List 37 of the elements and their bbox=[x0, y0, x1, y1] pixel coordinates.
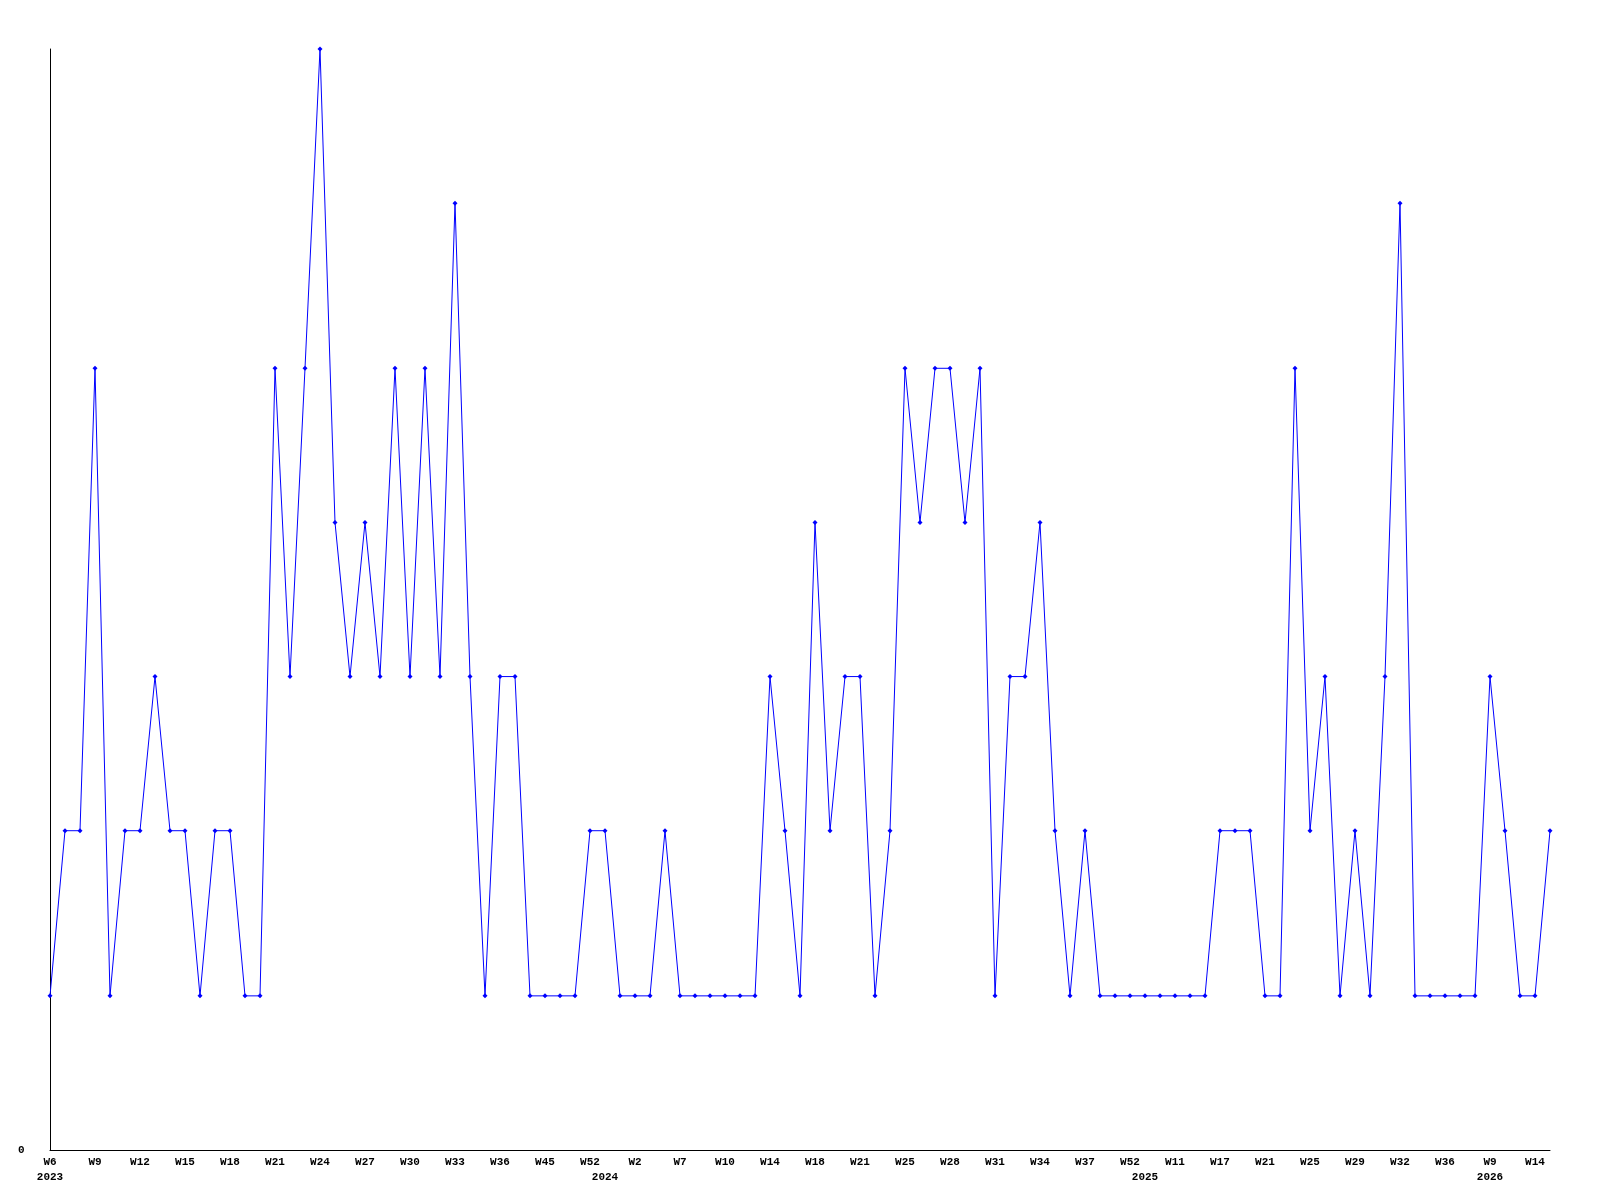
x-tick-label: W33 bbox=[445, 1155, 466, 1168]
text: 0 bbox=[18, 1143, 25, 1156]
x-tick-label: W10 bbox=[715, 1155, 735, 1168]
x-tick-label: W2 bbox=[628, 1155, 642, 1168]
x-tick-label: W25 bbox=[895, 1155, 916, 1168]
x-tick-label: W30 bbox=[400, 1155, 420, 1168]
x-tick-label: W9 bbox=[88, 1155, 102, 1168]
x-tick-label: W24 bbox=[310, 1155, 331, 1168]
x-tick-label: W14 bbox=[1525, 1155, 1546, 1168]
x-tick-label: W17 bbox=[1210, 1155, 1230, 1168]
x-tick-label: 2024 bbox=[591, 1170, 619, 1183]
x-tick-label: W12 bbox=[130, 1155, 150, 1168]
x-tick-label: W45 bbox=[535, 1155, 556, 1168]
x-tick-label: W37 bbox=[1075, 1155, 1095, 1168]
x-tick-label: W32 bbox=[1390, 1155, 1410, 1168]
x-tick-label: W34 bbox=[1030, 1155, 1051, 1168]
x-tick-label: W21 bbox=[1255, 1155, 1276, 1168]
x-tick-label: W9 2026 bbox=[1476, 1155, 1504, 1183]
x-tick-label: W18 bbox=[220, 1155, 241, 1168]
x-tick-label: W6 2023 bbox=[36, 1155, 64, 1183]
x-tick-label: W52 bbox=[580, 1155, 600, 1168]
x-tick-label: W28 bbox=[940, 1155, 961, 1168]
x-tick-label: W18 bbox=[805, 1155, 826, 1168]
x-tick-label: W52 bbox=[1120, 1155, 1140, 1168]
x-tick-label: W14 bbox=[760, 1155, 781, 1168]
x-tick-label: 2025 bbox=[1131, 1170, 1159, 1183]
x-tick-label: W36 bbox=[490, 1155, 510, 1168]
x-tick-label: W21 bbox=[265, 1155, 286, 1168]
x-tick-label: W11 bbox=[1165, 1155, 1186, 1168]
x-tick-label: W31 bbox=[985, 1155, 1006, 1168]
x-tick-label: W29 bbox=[1345, 1155, 1365, 1168]
x-tick-label: W27 bbox=[355, 1155, 375, 1168]
x-tick-label: W36 bbox=[1435, 1155, 1455, 1168]
x-tick-label: W21 bbox=[850, 1155, 871, 1168]
x-tick-label: W15 bbox=[175, 1155, 196, 1168]
x-tick-label: W25 bbox=[1300, 1155, 1321, 1168]
x-tick-label: W7 bbox=[673, 1155, 687, 1168]
